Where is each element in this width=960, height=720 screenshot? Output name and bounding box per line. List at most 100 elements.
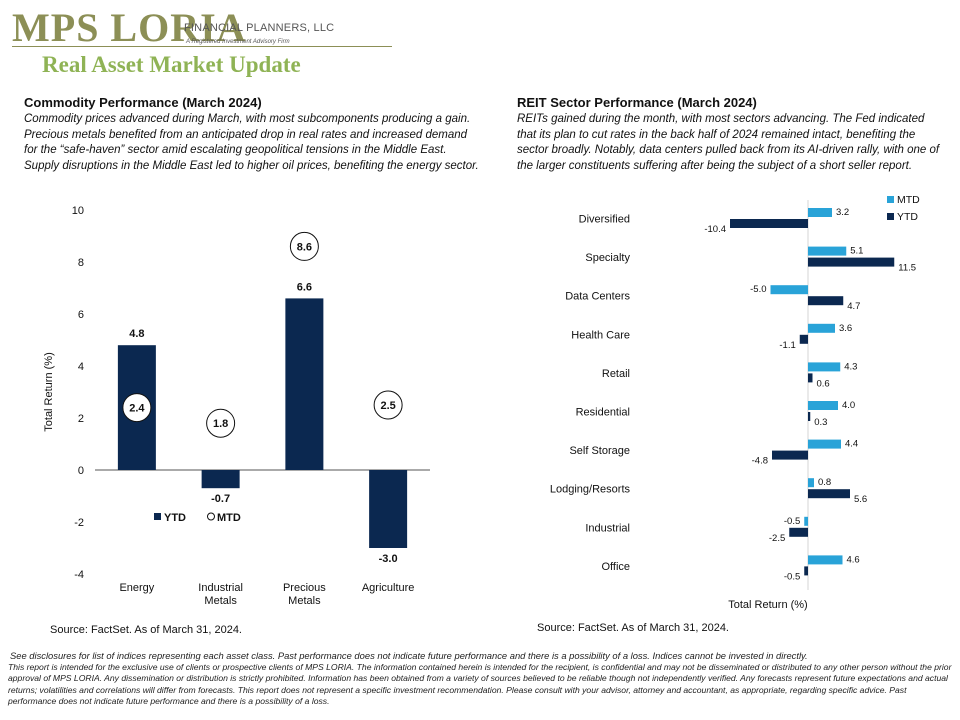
- reit-sector-performance-chart: Diversified 3.2 -10.4 Specialty 5.1 11.5 Data …: [550, 196, 920, 611]
- logo-divider: [12, 46, 392, 47]
- y-tick-label: 6: [78, 309, 84, 321]
- mtd-data-label: 8.6: [297, 241, 312, 253]
- ytd-data-label: -4.8: [752, 456, 768, 467]
- category-label: Health Care: [571, 329, 630, 341]
- ytd-data-label: 4.8: [129, 328, 144, 340]
- ytd-bar: [285, 298, 324, 470]
- ytd-data-label: -10.4: [704, 224, 726, 235]
- reit-section-title: REIT Sector Performance (March 2024): [517, 95, 757, 110]
- legend-ytd-label: YTD: [897, 211, 918, 223]
- mtd-data-label: 2.5: [380, 400, 395, 412]
- mtd-bar: [770, 285, 808, 295]
- ytd-bar: [730, 219, 808, 228]
- category-label: Office: [601, 561, 630, 573]
- commodity-performance-chart: -4 -2 0 2 4 6 8 10 Total Return (%) 4.8 2.4 Energy -…: [43, 205, 430, 607]
- legend-mtd-label: MTD: [897, 196, 920, 206]
- ytd-data-label: -3.0: [379, 553, 398, 565]
- commodity-source-note: Source: FactSet. As of March 31, 2024.: [50, 624, 242, 636]
- mtd-marker: [373, 390, 403, 420]
- mtd-data-label: 3.2: [836, 207, 849, 218]
- mtd-data-label: 4.3: [844, 361, 857, 372]
- x-category-label: Energy: [119, 582, 154, 594]
- mtd-bar: [804, 516, 808, 526]
- mtd-data-label: 4.6: [847, 554, 860, 565]
- ytd-bar: [369, 470, 408, 548]
- category-label: Industrial: [585, 522, 630, 534]
- category-label: Retail: [602, 368, 630, 380]
- y-tick-label: 4: [78, 361, 84, 373]
- ytd-bar: [789, 527, 808, 537]
- ytd-data-label: 6.6: [297, 281, 312, 293]
- mtd-data-label: 5.1: [850, 246, 863, 257]
- category-label: Residential: [576, 407, 630, 419]
- mtd-bar: [808, 555, 843, 565]
- legend-ytd-swatch: [154, 513, 161, 520]
- mtd-data-label: 3.6: [839, 323, 852, 334]
- mtd-data-label: -0.5: [784, 516, 800, 527]
- y-tick-label: 10: [72, 205, 84, 217]
- mtd-marker: [289, 231, 319, 261]
- category-label: Self Storage: [569, 445, 630, 457]
- x-category-label: Metals: [204, 595, 237, 607]
- mtd-data-label: 1.8: [213, 418, 228, 430]
- ytd-bar: [808, 296, 844, 306]
- y-tick-label: -4: [74, 569, 84, 581]
- ytd-data-label: -2.5: [769, 533, 785, 544]
- legend-mtd-label: MTD: [217, 512, 241, 524]
- category-label: Lodging/Resorts: [550, 484, 631, 496]
- y-tick-label: -2: [74, 517, 84, 529]
- x-axis-title: Total Return (%): [728, 599, 807, 611]
- ytd-data-label: -1.1: [779, 340, 795, 351]
- reit-description: REITs gained during the month, with most…: [517, 113, 940, 172]
- ytd-data-label: -0.5: [784, 571, 800, 582]
- legend-mtd-marker: [207, 512, 215, 521]
- ytd-bar: [804, 566, 808, 576]
- mtd-bar: [808, 401, 838, 410]
- category-label: Diversified: [579, 214, 630, 226]
- category-label: Specialty: [585, 252, 630, 264]
- disclaimer-line-2: This report is intended for the exclusiv…: [8, 661, 952, 707]
- mtd-bar: [808, 362, 841, 372]
- mtd-bar: [808, 208, 832, 217]
- ytd-bar: [799, 334, 808, 344]
- y-tick-label: 8: [78, 257, 84, 269]
- x-category-label: Industrial: [198, 582, 243, 594]
- disclaimer-line-1: See disclosures for list of indices repr…: [10, 650, 808, 661]
- y-tick-label: 2: [78, 413, 84, 425]
- mtd-bar: [808, 246, 847, 256]
- disclaimer: See disclosures for list of indices repr…: [8, 650, 953, 708]
- reit-source-note: Source: FactSet. As of March 31, 2024.: [537, 622, 729, 634]
- legend-ytd-label: YTD: [164, 512, 186, 524]
- ytd-data-label: 4.7: [847, 301, 860, 312]
- y-axis-title: Total Return (%): [43, 352, 55, 431]
- company-logo: MPS LORIA: [12, 5, 247, 50]
- mtd-data-label: 0.8: [818, 477, 831, 488]
- category-label: Data Centers: [565, 291, 630, 303]
- ytd-bar: [772, 450, 808, 460]
- x-category-label: Precious: [283, 582, 326, 594]
- ytd-bar: [808, 412, 811, 421]
- mtd-bar: [808, 439, 841, 449]
- ytd-bar: [808, 257, 895, 267]
- ytd-bar: [808, 373, 813, 383]
- ytd-data-label: 5.6: [854, 494, 867, 505]
- ytd-data-label: -0.7: [211, 493, 230, 505]
- ytd-data-label: 11.5: [898, 263, 916, 274]
- ytd-data-label: 0.6: [817, 378, 830, 389]
- logo-subtagline: A Registered Investment Advisory Firm: [186, 39, 290, 45]
- legend-mtd-swatch: [887, 196, 894, 203]
- legend-ytd-swatch: [887, 213, 894, 220]
- mtd-bar: [808, 478, 814, 488]
- commodity-description: Commodity prices advanced during March, …: [24, 113, 479, 172]
- mtd-data-label: 4.4: [845, 439, 858, 450]
- x-category-label: Metals: [288, 595, 321, 607]
- page-title: Real Asset Market Update: [42, 52, 301, 77]
- logo-tagline: FINANCIAL PLANNERS, LLC: [184, 22, 335, 34]
- ytd-bar: [808, 489, 850, 499]
- x-category-label: Agriculture: [362, 582, 415, 594]
- ytd-data-label: 0.3: [814, 417, 827, 428]
- ytd-bar: [201, 470, 240, 489]
- mtd-marker: [122, 393, 152, 423]
- mtd-data-label: -5.0: [750, 284, 766, 295]
- mtd-data-label: 2.4: [129, 403, 145, 415]
